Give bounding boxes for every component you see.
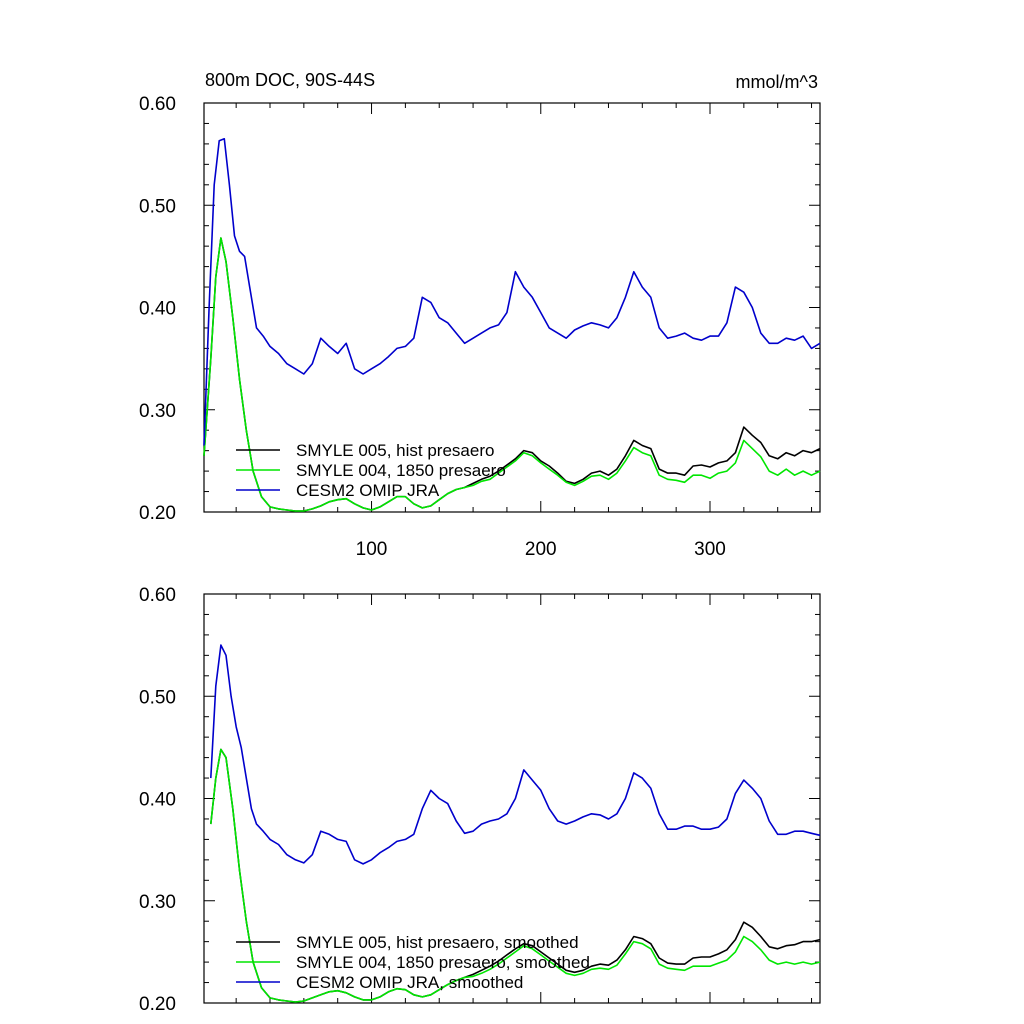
series-line-1 xyxy=(210,748,821,1003)
y-tick-label: 0.50 xyxy=(139,687,176,708)
bottom-panel: 0.20 0.30 0.40 0.50 0.60 SMYLE 005, hist pres… xyxy=(139,585,821,1015)
y-tick-label: 0.40 xyxy=(139,299,176,320)
legend-entry: CESM2 OMIP JRA, smoothed xyxy=(296,973,523,992)
legend-entry: SMYLE 004, 1850 presaero xyxy=(296,461,506,480)
units-label: mmol/m^3 xyxy=(736,72,818,92)
legend-entry: SMYLE 004, 1850 presaero, smoothed xyxy=(296,953,590,972)
series-line-2 xyxy=(203,138,821,446)
y-tick-label: 0.60 xyxy=(139,585,176,606)
legend-entry: SMYLE 005, hist presaero xyxy=(296,441,494,460)
x-tick-label: 300 xyxy=(694,539,726,560)
y-tick-label: 0.40 xyxy=(139,790,176,811)
y-tick-label: 0.20 xyxy=(139,503,176,524)
y-tick-label: 0.30 xyxy=(139,892,176,913)
y-tick-label: 0.60 xyxy=(139,94,176,115)
y-tick-label: 0.50 xyxy=(139,196,176,217)
chart-title: 800m DOC, 90S-44S xyxy=(205,70,375,90)
top-panel: 800m DOC, 90S-44S mmol/m^3 0.20 0.30 0.40 0… xyxy=(139,70,821,560)
series-line-2 xyxy=(210,644,821,865)
legend-entry: CESM2 OMIP JRA xyxy=(296,481,440,500)
x-tick-label: 100 xyxy=(356,539,388,560)
legend-entry: SMYLE 005, hist presaero, smoothed xyxy=(296,933,579,952)
y-tick-label: 0.20 xyxy=(139,994,176,1015)
x-tick-label: 200 xyxy=(525,539,557,560)
y-tick-label: 0.30 xyxy=(139,401,176,422)
series-line-1 xyxy=(203,237,821,512)
